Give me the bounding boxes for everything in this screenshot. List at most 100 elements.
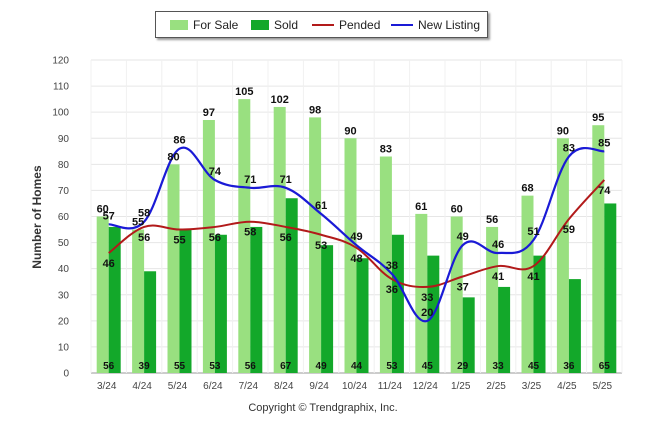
y-tick-label: 10: [58, 342, 70, 353]
data-label-sold: 67: [280, 361, 292, 372]
data-label-pended: 56: [138, 232, 150, 244]
data-label-for-sale: 90: [344, 125, 356, 137]
data-label-pended: 56: [280, 232, 292, 244]
data-label-sold: 53: [386, 361, 398, 372]
data-label-for-sale: 68: [521, 183, 533, 195]
data-label-new-listing: 71: [244, 174, 256, 186]
data-label-for-sale: 60: [451, 204, 463, 216]
data-label-sold: 44: [351, 361, 363, 372]
data-label-pended: 53: [315, 240, 327, 252]
data-label-new-listing: 49: [457, 231, 469, 243]
data-label-pended: 48: [350, 253, 362, 265]
data-label-sold: 65: [599, 361, 611, 372]
legend: For Sale Sold Pended New Listing: [155, 11, 488, 38]
legend-swatch-pended: [312, 24, 334, 26]
y-tick-label: 50: [58, 238, 70, 249]
data-label-for-sale: 61: [415, 201, 427, 213]
x-tick-label: 5/24: [168, 381, 188, 392]
bar-sold: [604, 203, 617, 373]
bar-sold: [144, 271, 157, 373]
x-tick-label: 2/25: [486, 381, 506, 392]
data-label-sold: 56: [103, 361, 115, 372]
bar-for-sale: [486, 226, 499, 373]
x-tick-label: 4/25: [557, 381, 577, 392]
data-label-new-listing: 71: [280, 174, 292, 186]
data-label-for-sale: 55: [132, 217, 144, 229]
data-label-new-listing: 46: [492, 239, 504, 251]
y-tick-label: 30: [58, 290, 70, 301]
data-label-pended: 33: [421, 292, 433, 304]
data-label-for-sale: 97: [203, 107, 215, 119]
data-label-pended: 41: [492, 271, 504, 283]
bar-sold: [250, 226, 263, 373]
bar-for-sale: [379, 156, 392, 373]
legend-swatch-new-listing: [391, 24, 413, 26]
bar-for-sale: [202, 119, 215, 373]
x-tick-label: 8/24: [274, 381, 294, 392]
data-label-sold: 49: [316, 361, 328, 372]
x-tick-label: 1/25: [451, 381, 471, 392]
x-tick-label: 9/24: [309, 381, 329, 392]
bar-for-sale: [415, 213, 428, 373]
legend-label-for-sale: For Sale: [193, 18, 239, 32]
data-label-for-sale: 105: [235, 86, 253, 98]
y-tick-label: 40: [58, 264, 70, 275]
data-label-for-sale: 90: [557, 125, 569, 137]
data-label-for-sale: 83: [380, 144, 392, 156]
x-tick-label: 5/25: [593, 381, 613, 392]
data-label-for-sale: 80: [167, 151, 179, 163]
y-tick-label: 80: [58, 160, 70, 171]
bar-for-sale: [132, 229, 145, 373]
y-tick-label: 70: [58, 186, 70, 197]
x-tick-label: 11/24: [378, 381, 403, 392]
data-label-pended: 46: [103, 258, 115, 270]
data-label-for-sale: 60: [97, 204, 109, 216]
data-label-for-sale: 98: [309, 104, 321, 116]
bar-for-sale: [521, 195, 534, 373]
bar-sold: [533, 255, 546, 373]
bar-for-sale: [238, 99, 251, 373]
legend-swatch-for-sale: [170, 20, 188, 30]
y-tick-label: 110: [53, 82, 69, 93]
data-label-new-listing: 85: [598, 137, 610, 149]
bar-sold: [108, 226, 121, 373]
x-tick-label: 12/24: [413, 381, 438, 392]
data-label-pended: 36: [386, 284, 398, 296]
data-label-pended: 58: [244, 227, 256, 239]
y-tick-label: 90: [58, 134, 70, 145]
data-label-sold: 53: [209, 361, 221, 372]
y-axis-label: Number of Homes: [30, 165, 44, 269]
data-label-for-sale: 56: [486, 214, 498, 226]
data-label-sold: 36: [563, 361, 575, 372]
bar-sold: [214, 234, 227, 373]
bar-sold: [568, 279, 581, 373]
data-label-new-listing: 83: [563, 143, 575, 155]
data-label-sold: 39: [139, 361, 151, 372]
bar-for-sale: [344, 138, 357, 373]
data-label-pended: 37: [457, 281, 469, 293]
data-label-new-listing: 74: [209, 166, 222, 178]
bar-for-sale: [167, 164, 180, 373]
data-label-new-listing: 86: [173, 135, 185, 147]
bar-sold: [285, 198, 298, 373]
y-tick-label: 60: [58, 212, 70, 223]
data-label-for-sale: 102: [271, 94, 289, 106]
data-label-pended: 59: [563, 224, 575, 236]
data-label-pended: 41: [527, 271, 539, 283]
bar-sold: [391, 234, 404, 373]
bar-sold: [321, 245, 334, 373]
line-pended: [108, 179, 606, 289]
data-label-new-listing: 49: [350, 231, 362, 243]
x-tick-label: 6/24: [203, 381, 223, 392]
data-label-sold: 45: [528, 361, 540, 372]
data-label-sold: 33: [493, 361, 505, 372]
bar-for-sale: [273, 106, 286, 373]
bar-sold: [462, 297, 475, 373]
y-tick-label: 0: [63, 369, 69, 380]
copyright-text: Copyright © Trendgraphix, Inc.: [248, 402, 398, 414]
data-label-pended: 74: [598, 185, 611, 197]
data-label-pended: 56: [209, 232, 221, 244]
data-label-new-listing: 51: [527, 226, 539, 238]
y-tick-label: 100: [52, 108, 69, 119]
data-label-new-listing: 38: [386, 260, 398, 272]
